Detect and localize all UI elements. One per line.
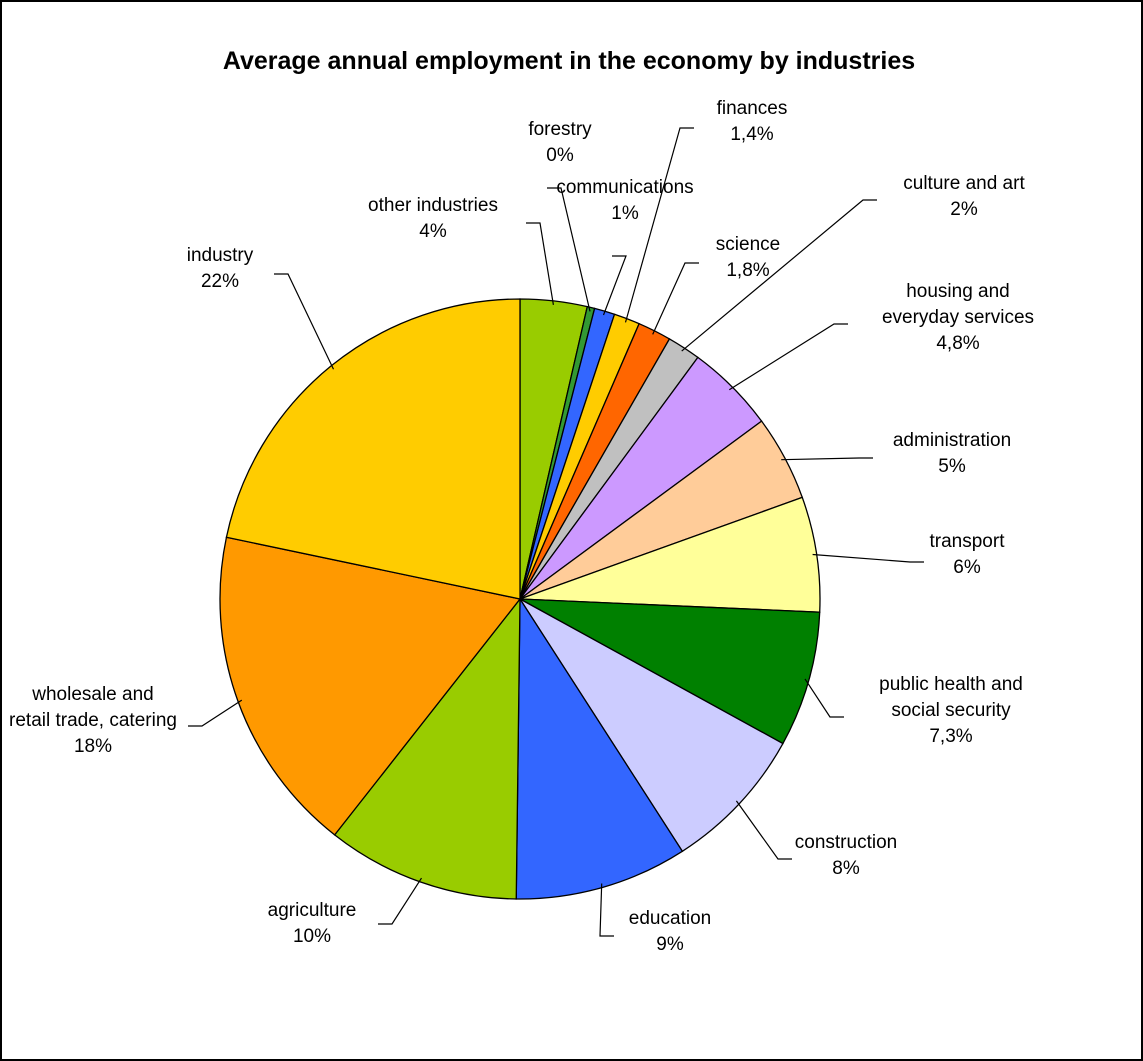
slice-labels: other industries 4% forestry 0% communicatio… bbox=[9, 98, 1034, 955]
slice-name-label: wholesale and bbox=[31, 684, 153, 705]
leader-line bbox=[274, 273, 335, 370]
leader-line bbox=[378, 877, 423, 925]
leader-line bbox=[735, 800, 792, 860]
slice-name-label: administration bbox=[893, 430, 1011, 451]
slice-value-label: 5% bbox=[938, 456, 966, 477]
chart-title: Average annual employment in the economy… bbox=[223, 47, 915, 75]
pie-slices bbox=[219, 298, 821, 900]
pie-slice-industry bbox=[225, 298, 521, 600]
pie-slice-agriculture bbox=[333, 597, 521, 900]
leader-line bbox=[547, 187, 591, 312]
slice-name-label: everyday services bbox=[882, 307, 1034, 328]
slice-value-label: 1% bbox=[611, 203, 639, 224]
slice-value-label: 1,8% bbox=[726, 260, 769, 281]
slice-label: industry 22% bbox=[187, 245, 254, 292]
leader-line bbox=[812, 553, 924, 563]
slice-value-label: 9% bbox=[656, 934, 684, 955]
slice-label: construction 8% bbox=[795, 832, 897, 879]
slice-value-label: 6% bbox=[953, 557, 981, 578]
pie-slice-education bbox=[515, 596, 684, 900]
slice-label: forestry 0% bbox=[528, 119, 592, 166]
slice-value-label: 18% bbox=[74, 736, 112, 757]
leader-line bbox=[188, 699, 243, 727]
slice-label: wholesale and retail trade, catering 18% bbox=[9, 684, 177, 757]
slice-name-label: construction bbox=[795, 832, 897, 853]
leader-line bbox=[681, 199, 877, 352]
slice-value-label: 4,8% bbox=[936, 333, 979, 354]
leader-line bbox=[624, 127, 694, 323]
slice-name-label: other industries bbox=[368, 195, 498, 216]
slice-name-label: housing and bbox=[906, 281, 1010, 302]
slice-name-label: forestry bbox=[528, 119, 592, 140]
slice-name-label: finances bbox=[717, 98, 788, 119]
slice-label: other industries 4% bbox=[368, 195, 498, 242]
slice-label: culture and art 2% bbox=[903, 173, 1025, 220]
leader-line bbox=[781, 457, 873, 461]
slice-label: administration 5% bbox=[893, 430, 1011, 477]
slice-value-label: 2% bbox=[950, 199, 978, 220]
leader-line bbox=[599, 883, 614, 937]
slice-label: housing and everyday services 4,8% bbox=[882, 281, 1034, 354]
slice-name-label: public health and bbox=[879, 674, 1023, 695]
slice-value-label: 4% bbox=[419, 221, 447, 242]
slice-name-label: culture and art bbox=[903, 173, 1025, 194]
slice-name-label: transport bbox=[930, 531, 1006, 552]
slice-label: public health and social security 7,3% bbox=[879, 674, 1023, 747]
slice-label: science 1,8% bbox=[716, 234, 780, 281]
pie-slice-construction bbox=[519, 598, 784, 853]
pie-slice-wholesale-and-retail-trade-catering bbox=[219, 536, 522, 836]
leader-line bbox=[728, 323, 848, 391]
slice-name-label: social security bbox=[891, 700, 1011, 721]
leader-line bbox=[652, 262, 699, 335]
slice-name-label: industry bbox=[187, 245, 254, 266]
slice-name-label: science bbox=[716, 234, 780, 255]
slice-label: transport 6% bbox=[930, 531, 1006, 578]
slice-value-label: 22% bbox=[201, 271, 239, 292]
slice-value-label: 7,3% bbox=[929, 726, 972, 747]
slice-value-label: 1,4% bbox=[730, 124, 773, 145]
slice-name-label: agriculture bbox=[268, 900, 357, 921]
slice-label: communications 1% bbox=[556, 177, 693, 224]
leader-line bbox=[602, 255, 627, 316]
slice-name-label: communications bbox=[556, 177, 693, 198]
leader-line bbox=[804, 678, 844, 718]
slice-label: agriculture 10% bbox=[268, 900, 357, 947]
slice-value-label: 0% bbox=[546, 145, 574, 166]
slice-label: education 9% bbox=[629, 908, 711, 955]
slice-value-label: 8% bbox=[832, 858, 860, 879]
leader-lines bbox=[188, 127, 924, 937]
slice-name-label: retail trade, catering bbox=[9, 710, 177, 731]
slice-value-label: 10% bbox=[293, 926, 331, 947]
slice-name-label: education bbox=[629, 908, 711, 929]
pie-slice-public-health-and-social-security bbox=[519, 598, 821, 745]
slice-label: finances 1,4% bbox=[717, 98, 788, 145]
leader-line bbox=[526, 222, 554, 305]
pie-slice-transport bbox=[519, 496, 821, 613]
